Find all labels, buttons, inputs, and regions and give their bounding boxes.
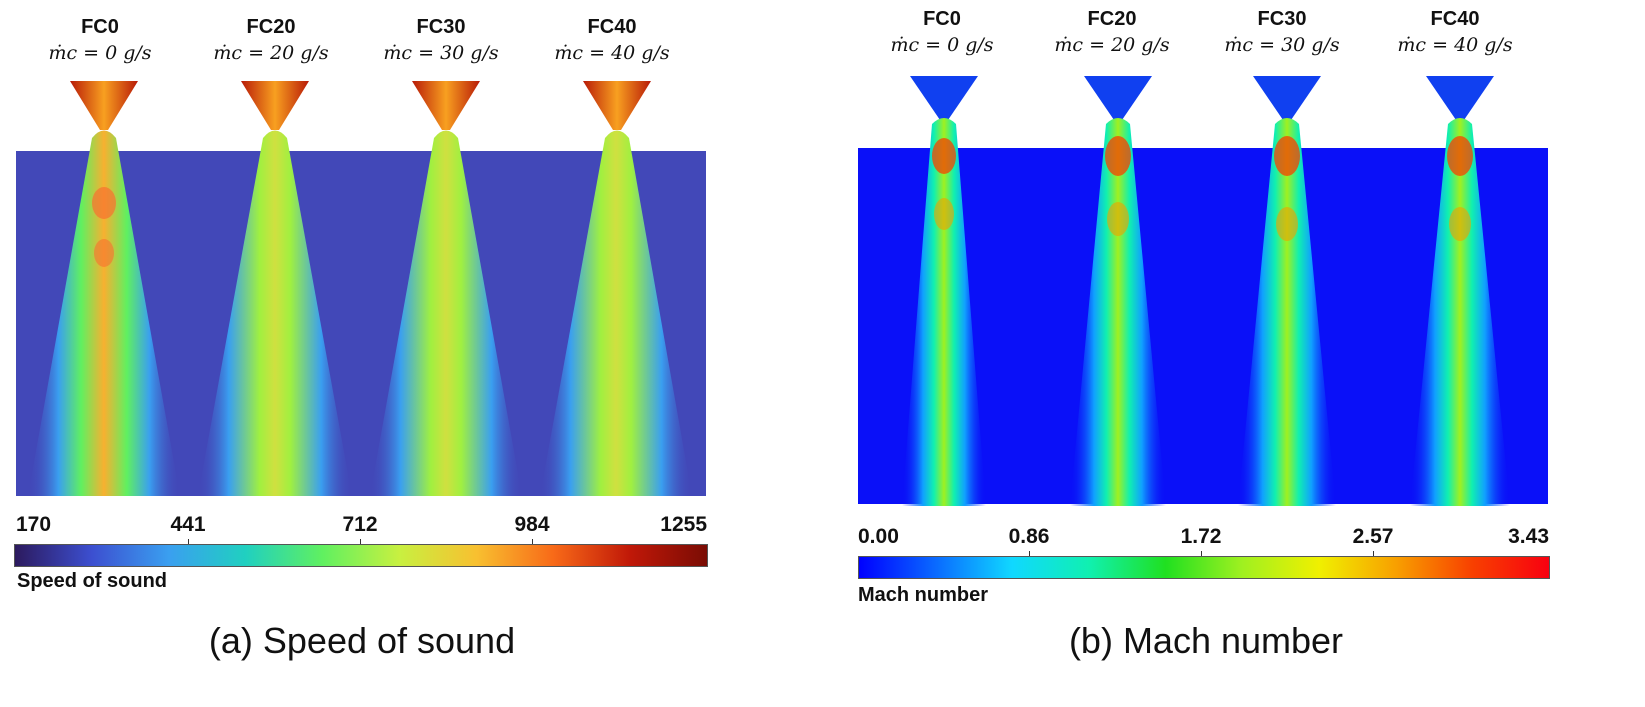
case-label-fc20: FC20 xyxy=(1087,8,1137,30)
jet-fc30 xyxy=(1238,76,1336,506)
colorbar-b-tick-mark xyxy=(1373,551,1374,557)
colorbar-b-tick-4: 3.43 xyxy=(1508,525,1549,548)
mach-number-field xyxy=(856,74,1548,514)
colorbar-a-tick-0: 170 xyxy=(16,513,52,536)
case-mass-flow-fc0: ṁc = 0 g/s xyxy=(48,42,152,64)
speed-of-sound-contour-image xyxy=(16,81,706,496)
colorbar-b-tick-1: 0.86 xyxy=(1008,525,1050,548)
colorbar-b-tick-3: 2.57 xyxy=(1352,525,1394,548)
colorbar-b-tick-mark xyxy=(1201,551,1202,557)
colorbar-a-tick-mark xyxy=(532,539,533,545)
case-label-fc40: FC40 xyxy=(587,16,637,38)
case-label-fc30: FC30 xyxy=(1257,8,1307,30)
colorbar-a-tick-1: 441 xyxy=(170,513,206,536)
colorbar-a-tick-mark xyxy=(360,539,361,545)
colorbar-a-tick-mark xyxy=(188,539,189,545)
jet-fc20 xyxy=(198,81,352,496)
speed-of-sound-colorbar-title: Speed of sound xyxy=(17,570,167,592)
speed-of-sound-panel: FC0 FC20 FC30 FC40 ṁc = 0 g/s ṁc = 20 g/… xyxy=(0,0,800,707)
case-mass-flow-fc20: ṁc = 20 g/s xyxy=(1054,34,1170,56)
colorbar-b-tick-0: 0.00 xyxy=(858,525,899,548)
jet-fc20 xyxy=(1070,76,1166,506)
case-label-fc0: FC0 xyxy=(923,8,961,30)
case-label-fc30: FC30 xyxy=(416,16,466,38)
jet-fc40 xyxy=(1410,76,1510,506)
mach-number-panel: FC0 FC20 FC30 FC40 ṁc = 0 g/s ṁc = 20 g/… xyxy=(858,0,1645,707)
speed-of-sound-field xyxy=(0,78,720,498)
case-mass-flow-fc0: ṁc = 0 g/s xyxy=(890,34,994,56)
caption-a: (a) Speed of sound xyxy=(208,620,516,661)
case-label-fc40: FC40 xyxy=(1430,8,1480,30)
case-mass-flow-fc30: ṁc = 30 g/s xyxy=(383,42,499,64)
mach-number-colorbar-title: Mach number xyxy=(858,584,989,606)
colorbar-a-tick-4: 1255 xyxy=(660,513,707,536)
jet-fc0 xyxy=(902,76,986,506)
colorbar-b-tick-2: 1.72 xyxy=(1180,525,1222,548)
mach-number-contour-image xyxy=(858,76,1548,506)
case-mass-flow-fc40: ṁc = 40 g/s xyxy=(554,42,670,64)
jet-fc30 xyxy=(370,81,522,496)
colorbar-b-tick-mark xyxy=(1029,551,1030,557)
case-mass-flow-fc20: ṁc = 20 g/s xyxy=(213,42,329,64)
colorbar-a-tick-3: 984 xyxy=(514,513,550,536)
speed-of-sound-colorbar xyxy=(14,544,708,567)
case-label-fc0: FC0 xyxy=(81,16,119,38)
jet-fc40 xyxy=(540,81,692,496)
colorbar-a-tick-2: 712 xyxy=(342,513,378,536)
mach-number-colorbar xyxy=(858,556,1550,579)
case-mass-flow-fc30: ṁc = 30 g/s xyxy=(1224,34,1340,56)
caption-b: (b) Mach number xyxy=(1068,620,1344,661)
case-label-fc20: FC20 xyxy=(246,16,296,38)
case-mass-flow-fc40: ṁc = 40 g/s xyxy=(1397,34,1513,56)
jet-fc0 xyxy=(28,81,180,496)
